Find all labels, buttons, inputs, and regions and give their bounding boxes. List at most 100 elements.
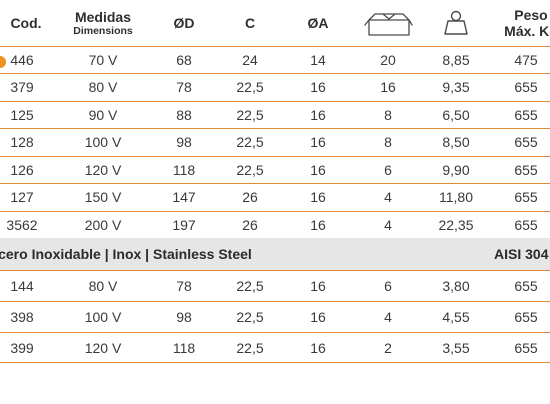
section-grade: AISI 304 [494, 246, 549, 262]
cell-medidas: 80 V [88, 278, 118, 294]
table-row: 399 120 V 118 22,5 16 2 3,55 655 [0, 332, 550, 363]
cell-medidas: 90 V [88, 107, 118, 123]
cell-box: 6 [384, 162, 392, 178]
cell-box: 16 [380, 79, 396, 95]
table-row: 126 120 V 118 22,5 16 6 9,90 655 [0, 156, 550, 183]
cell-peso: 655 [514, 309, 538, 325]
section-title: Acero Inoxidable | Inox | Stainless Stee… [0, 246, 252, 262]
cell-box: 2 [384, 340, 392, 356]
cell-medidas: 80 V [88, 79, 118, 95]
box-icon [360, 0, 416, 46]
cell-medidas: 100 V [84, 134, 122, 150]
header-od-label: ØD [173, 15, 195, 31]
cell-cod: 398 [10, 309, 34, 325]
section-header-stainless: Acero Inoxidable | Inox | Stainless Stee… [0, 238, 550, 270]
table-row: 379 80 V 78 22,5 16 16 9,35 655 [0, 73, 550, 100]
weight-icon-graphic [444, 10, 468, 35]
cell-c: 22,5 [236, 162, 264, 178]
cell-c: 22,5 [236, 309, 264, 325]
table-row: 127 150 V 147 26 16 4 11,80 655 [0, 183, 550, 210]
cell-oa: 16 [310, 340, 326, 356]
highlight-marker [0, 56, 6, 68]
column-header-oa: ØA [294, 0, 342, 46]
cell-weight: 9,90 [442, 162, 470, 178]
table-header: Cod. Medidas Dimensions ØD C ØA [0, 0, 550, 46]
cell-box: 4 [384, 217, 392, 233]
cell-peso: 655 [514, 217, 538, 233]
cell-box: 4 [384, 189, 392, 205]
cell-cod: 446 [10, 52, 34, 68]
cell-medidas: 120 V [84, 162, 122, 178]
cell-od: 98 [176, 134, 192, 150]
cell-weight: 3,80 [442, 278, 470, 294]
cell-peso: 655 [514, 189, 538, 205]
cell-c: 22,5 [236, 278, 264, 294]
cell-box: 8 [384, 134, 392, 150]
cell-box: 8 [384, 107, 392, 123]
cell-weight: 22,35 [438, 217, 474, 233]
cell-medidas: 70 V [88, 52, 118, 68]
column-header-c: C [226, 0, 274, 46]
cell-oa: 16 [310, 309, 326, 325]
table-row: 144 80 V 78 22,5 16 6 3,80 655 [0, 270, 550, 301]
header-peso-label: Peso [514, 7, 548, 23]
cell-peso: 655 [514, 162, 538, 178]
cell-c: 26 [242, 217, 258, 233]
cell-weight: 8,85 [442, 52, 470, 68]
cell-cod: 127 [10, 189, 34, 205]
cell-c: 24 [242, 52, 258, 68]
cell-c: 22,5 [236, 134, 264, 150]
table-row: 125 90 V 88 22,5 16 8 6,50 655 [0, 101, 550, 128]
cell-oa: 16 [310, 217, 326, 233]
cell-peso: 655 [514, 107, 538, 123]
header-max-kg-label: Máx. Kg [504, 23, 550, 39]
cell-c: 22,5 [236, 340, 264, 356]
cell-cod: 125 [10, 107, 34, 123]
cell-od: 88 [176, 107, 192, 123]
cell-box: 20 [380, 52, 396, 68]
table-row: 128 100 V 98 22,5 16 8 8,50 655 [0, 128, 550, 155]
cell-od: 78 [176, 278, 192, 294]
cell-od: 147 [172, 189, 196, 205]
cell-oa: 16 [310, 162, 326, 178]
cell-od: 118 [172, 340, 196, 356]
cell-c: 22,5 [236, 79, 264, 95]
cell-oa: 16 [310, 278, 326, 294]
cell-weight: 3,55 [442, 340, 470, 356]
column-header-medidas: Medidas Dimensions [58, 0, 148, 46]
cell-oa: 16 [310, 107, 326, 123]
column-header-peso: Peso Máx. Kg [496, 0, 550, 46]
column-header-cod: Cod. [2, 0, 50, 46]
cell-weight: 9,35 [442, 79, 470, 95]
cell-cod: 379 [10, 79, 34, 95]
cell-peso: 655 [514, 340, 538, 356]
cell-peso: 475 [514, 52, 538, 68]
cell-od: 68 [176, 52, 192, 68]
column-header-od: ØD [160, 0, 208, 46]
cell-peso: 655 [514, 134, 538, 150]
table-row: 446 70 V 68 24 14 20 8,85 475 [0, 46, 550, 73]
header-oa-label: ØA [307, 15, 329, 31]
cell-od: 98 [176, 309, 192, 325]
cell-cod: 126 [10, 162, 34, 178]
cell-cod: 399 [10, 340, 34, 356]
cell-box: 4 [384, 309, 392, 325]
cell-peso: 655 [514, 278, 538, 294]
table-row: 398 100 V 98 22,5 16 4 4,55 655 [0, 301, 550, 332]
cell-oa: 14 [310, 52, 326, 68]
cell-medidas: 150 V [84, 189, 122, 205]
cell-oa: 16 [310, 79, 326, 95]
cell-oa: 16 [310, 189, 326, 205]
header-dimensions-label: Dimensions [73, 25, 133, 37]
cell-peso: 655 [514, 79, 538, 95]
table-row: 3562 200 V 197 26 16 4 22,35 655 [0, 211, 550, 238]
cell-box: 6 [384, 278, 392, 294]
cell-cod: 128 [10, 134, 34, 150]
cell-cod: 144 [10, 278, 34, 294]
cell-medidas: 120 V [84, 340, 122, 356]
cell-weight: 4,55 [442, 309, 470, 325]
cell-c: 26 [242, 189, 258, 205]
cell-oa: 16 [310, 134, 326, 150]
cell-weight: 8,50 [442, 134, 470, 150]
